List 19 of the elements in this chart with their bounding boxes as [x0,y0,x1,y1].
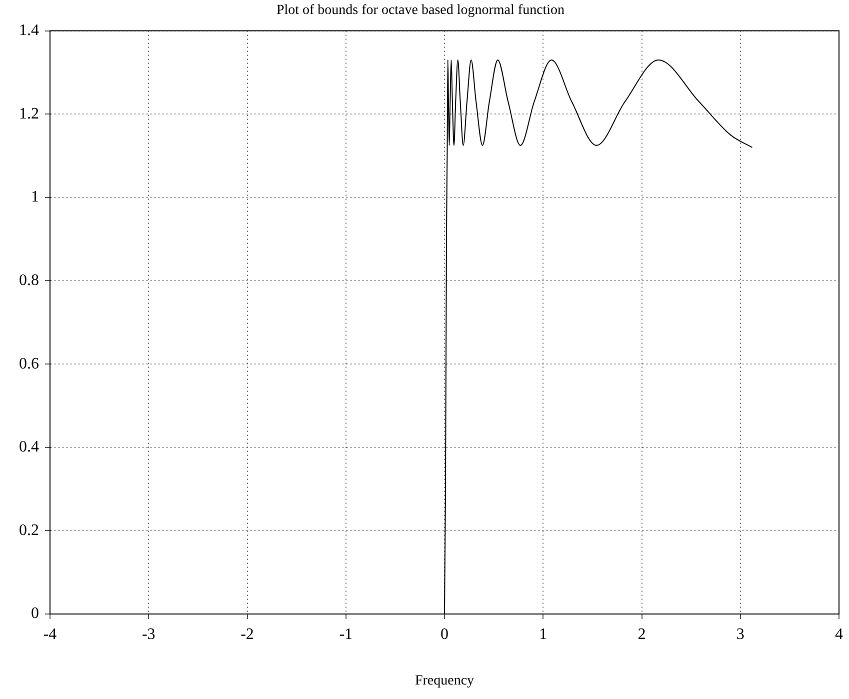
y-tick-label: 0.2 [19,522,39,539]
x-tick-label: 0 [440,626,448,643]
x-axis-title: Frequency [414,673,474,688]
x-tick-label: 3 [736,626,744,643]
x-tick-label: -1 [339,626,353,643]
y-tick-label: 1.2 [19,105,39,122]
y-tick-label: 1.4 [19,22,39,40]
y-tick-label: 0.6 [19,355,39,372]
x-tick-label: 2 [638,626,646,643]
y-tick-label: 0.4 [19,438,39,456]
x-tick-label: -3 [142,626,156,643]
x-tick-label: 4 [835,626,843,643]
x-tick-label: 1 [539,626,548,643]
y-tick-label: 0 [31,605,39,622]
y-tick-label: 0.8 [19,272,39,289]
x-tick-label: -2 [240,626,254,643]
y-tick-label: 1 [31,188,39,206]
chart-title: Plot of bounds for octave based lognormal function [276,3,565,18]
x-tick-label: -4 [43,626,57,643]
